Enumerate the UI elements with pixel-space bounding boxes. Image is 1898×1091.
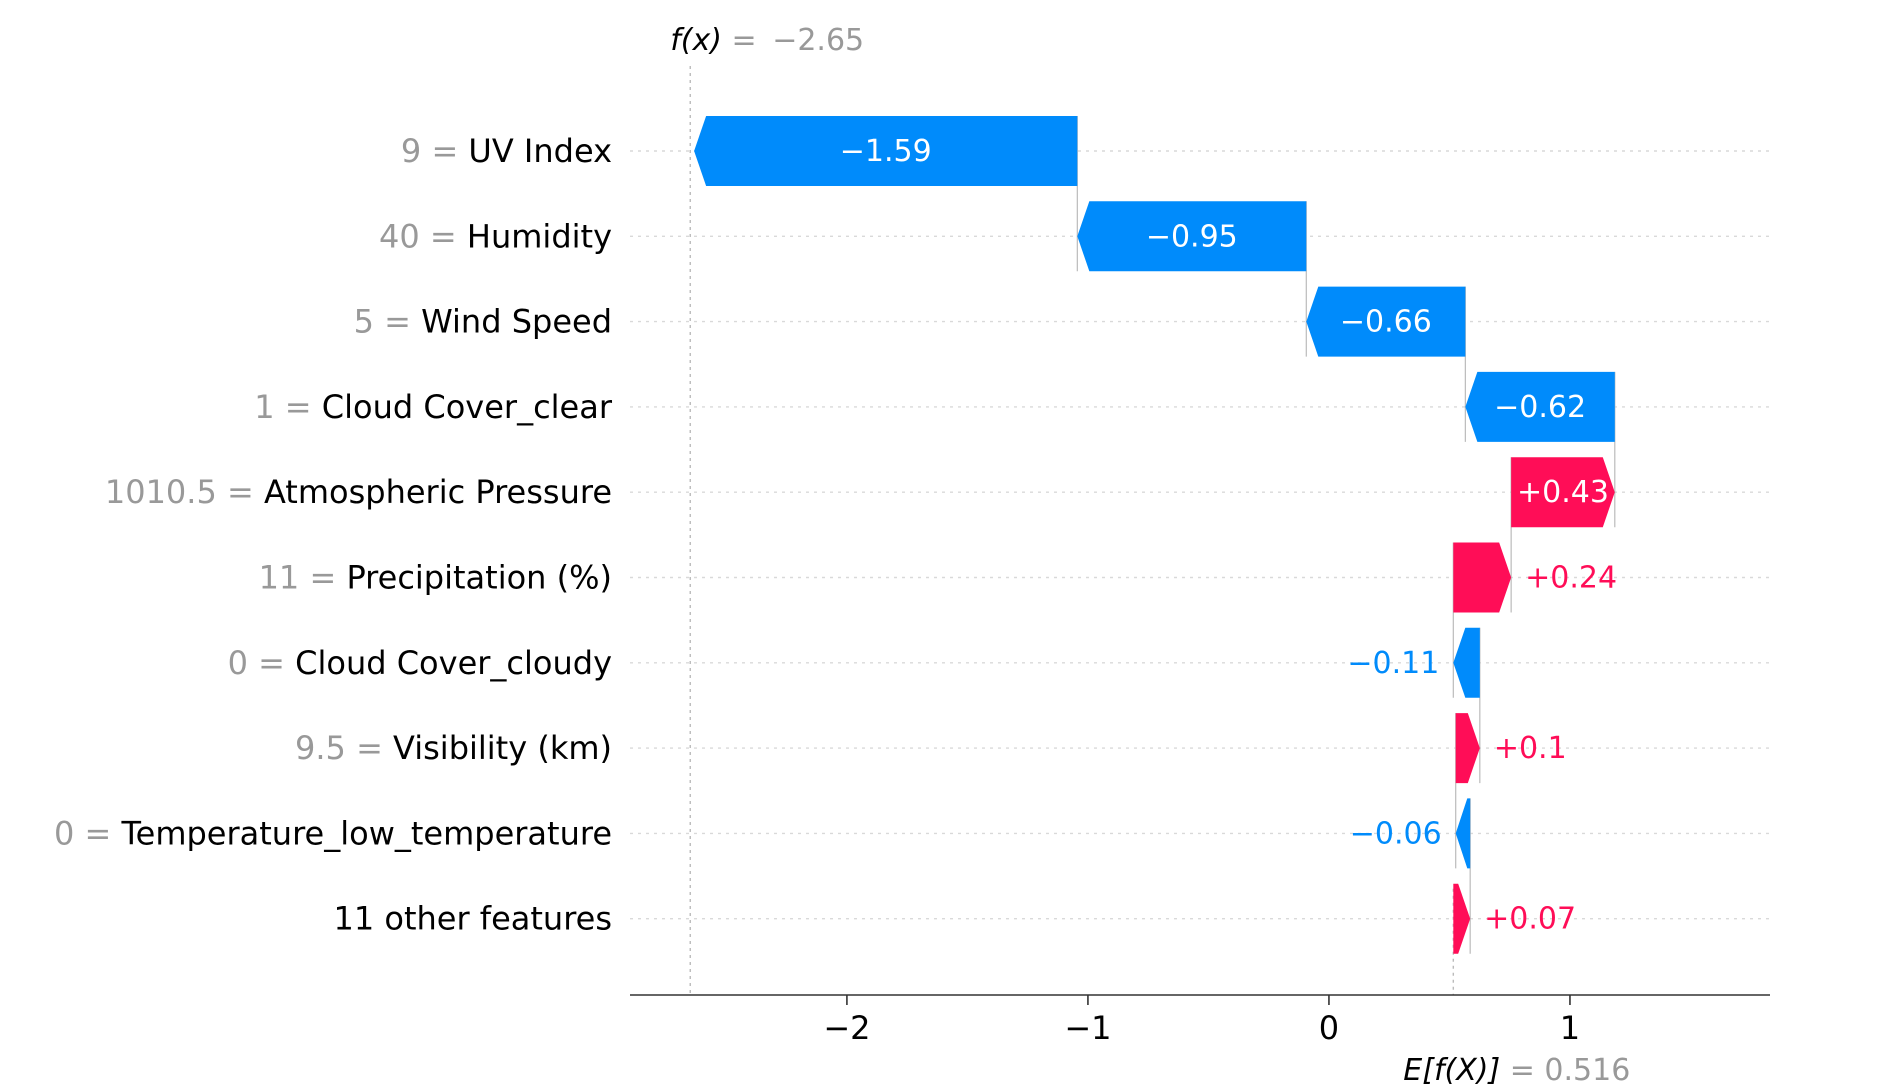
bar-6 <box>1453 542 1512 613</box>
equals-sign: = <box>248 644 295 682</box>
feature-name: Temperature_low_temperature <box>121 814 612 852</box>
bar-value-label: −0.11 <box>1347 646 1439 681</box>
fx-label: f(x) <box>670 23 722 58</box>
x-tick-label: −2 <box>823 1009 870 1047</box>
feature-value: 0 <box>228 644 248 682</box>
feature-label: 1 = Cloud Cover_clear <box>254 388 613 426</box>
bar-7 <box>1453 627 1480 698</box>
feature-label: 0 = Temperature_low_temperature <box>54 814 612 852</box>
bar-5 <box>1511 457 1615 528</box>
equals-sign: = <box>421 132 468 170</box>
bar-9 <box>1455 798 1471 869</box>
bar-value-label: +0.07 <box>1484 902 1576 937</box>
base-value: 0.516 <box>1544 1053 1630 1086</box>
bar-2 <box>1077 201 1307 272</box>
bar-value-label: −1.59 <box>840 134 932 169</box>
feature-name: Precipitation (%) <box>346 559 612 597</box>
feature-name: Cloud Cover_cloudy <box>295 644 612 682</box>
feature-label: 1010.5 = Atmospheric Pressure <box>105 473 612 511</box>
base-label: E[f(X)] <box>1403 1053 1500 1086</box>
equals-sign: = <box>374 303 421 341</box>
bar-1 <box>694 116 1078 186</box>
feature-name: UV Index <box>468 132 612 170</box>
bar-10 <box>1453 883 1471 954</box>
fx-annotation: f(x) = −2.65 <box>670 23 864 58</box>
feature-value: 1010.5 <box>105 473 217 511</box>
bar-value-label: −0.66 <box>1340 305 1432 340</box>
feature-label: 40 = Humidity <box>379 217 612 255</box>
x-tick-label: 0 <box>1319 1009 1339 1047</box>
feature-name: Cloud Cover_clear <box>322 388 613 426</box>
bar-value-label: +0.24 <box>1525 561 1617 596</box>
equals-sign: = <box>299 559 346 597</box>
bar-value-label: −0.95 <box>1146 219 1238 254</box>
equals-sign: = <box>275 388 322 426</box>
feature-name: Humidity <box>467 217 612 255</box>
bar-value-label: +0.1 <box>1494 731 1567 766</box>
feature-value: 9.5 <box>295 729 346 767</box>
feature-label: 5 = Wind Speed <box>354 303 612 341</box>
equals-sign: = <box>217 473 264 511</box>
bar-value-label: −0.06 <box>1350 816 1442 851</box>
equals-sign: = <box>346 729 393 767</box>
equals-sign: = <box>74 814 121 852</box>
bar-8 <box>1455 713 1480 784</box>
x-tick-label: 1 <box>1560 1009 1580 1047</box>
equals-sign: = <box>420 217 467 255</box>
feature-label: 11 = Precipitation (%) <box>259 559 612 597</box>
base-equals: = <box>1500 1053 1544 1086</box>
feature-value: 1 <box>254 388 274 426</box>
bar-value-label: −0.62 <box>1494 390 1586 425</box>
bar-3 <box>1306 286 1466 357</box>
fx-value: −2.65 <box>772 23 864 58</box>
feature-value: 5 <box>354 303 374 341</box>
bar-4 <box>1465 371 1615 442</box>
feature-value: 40 <box>379 217 420 255</box>
feature-value: 0 <box>54 814 74 852</box>
feature-name: Atmospheric Pressure <box>264 473 612 511</box>
feature-value: 9 <box>401 132 421 170</box>
feature-name: Visibility (km) <box>393 729 612 767</box>
fx-equals: = <box>722 23 772 58</box>
bar-value-label: +0.43 <box>1517 475 1609 510</box>
feature-value: 11 <box>259 559 300 597</box>
feature-name: Wind Speed <box>421 303 612 341</box>
base-value-annotation: E[f(X)] = 0.516 <box>1403 1053 1630 1086</box>
x-tick-label: −1 <box>1064 1009 1111 1047</box>
feature-label: 0 = Cloud Cover_cloudy <box>228 644 612 682</box>
feature-label: 11 other features <box>333 900 612 938</box>
feature-label: 9 = UV Index <box>401 132 612 170</box>
feature-label: 9.5 = Visibility (km) <box>295 729 612 767</box>
feature-name: 11 other features <box>333 900 612 938</box>
